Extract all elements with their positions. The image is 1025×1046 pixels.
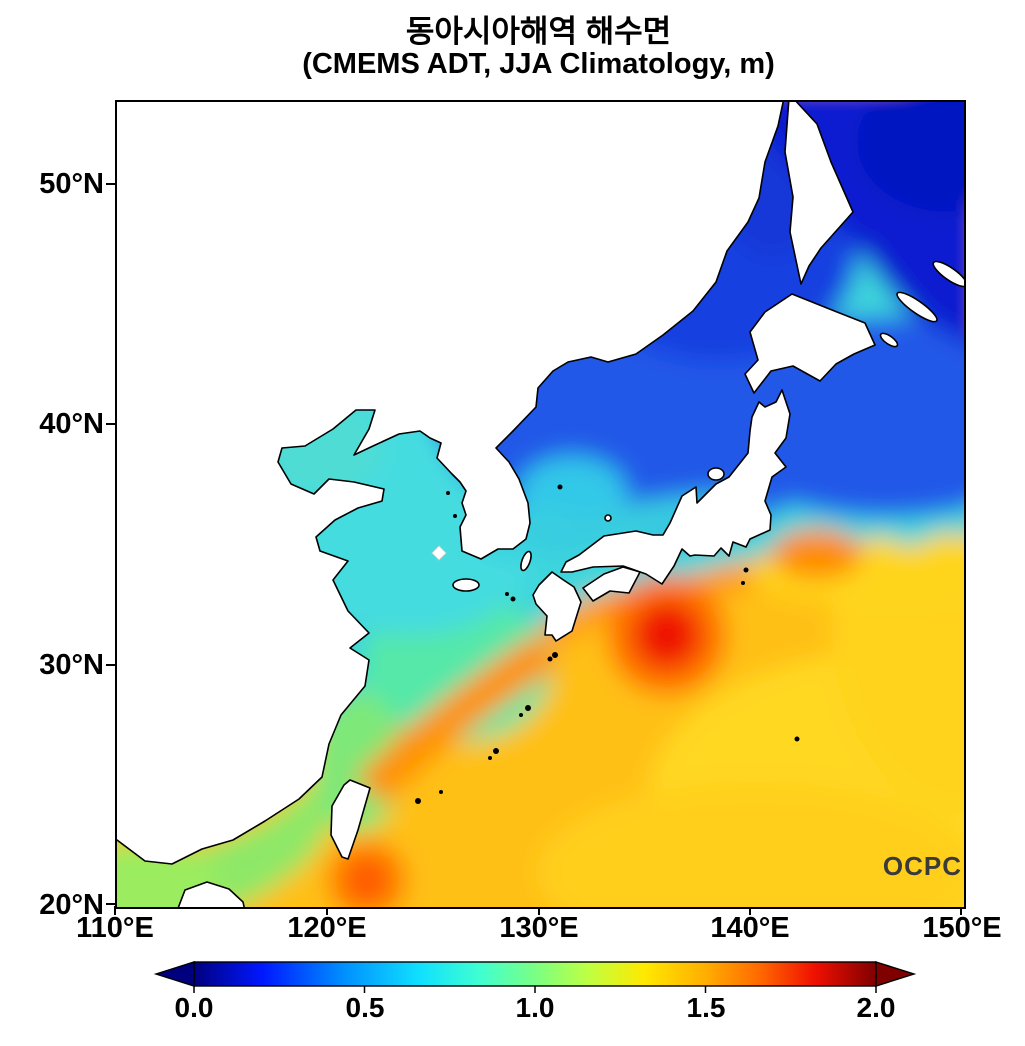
jeju-island <box>452 578 480 592</box>
colorbar-tick-label-05: 0.5 <box>345 992 385 1023</box>
colorbar-tick-label-20: 2.0 <box>856 992 896 1023</box>
colorbar-left-arrow <box>153 961 195 987</box>
colorbar-tick-label-15: 1.5 <box>686 992 726 1023</box>
coastline-china-korea-russia <box>117 102 784 865</box>
kuril-island <box>932 260 964 288</box>
y-tick-mark <box>106 183 115 185</box>
sado-island <box>707 467 725 481</box>
sakhalin-island <box>784 102 854 285</box>
lat-tick-label-40n: 40°N <box>39 408 104 440</box>
land-layer <box>117 102 964 907</box>
hokkaido-island <box>744 293 876 394</box>
colorbar <box>150 960 930 994</box>
colorbar-right-arrow <box>875 961 917 987</box>
lat-tick-label-30n: 30°N <box>39 649 104 681</box>
lon-tick-label-150e: 150°E <box>922 912 1002 944</box>
tsushima-island <box>520 550 532 572</box>
x-tick-mark <box>960 906 962 915</box>
y-tick-mark <box>106 423 115 425</box>
map-frame <box>115 100 966 909</box>
x-tick-mark <box>114 906 116 915</box>
shikoku-island <box>582 566 641 602</box>
y-tick-mark <box>106 903 115 905</box>
lon-tick-label-130e: 130°E <box>499 912 579 944</box>
figure-title-korean: 동아시아해역 해수면 <box>405 14 672 49</box>
colorbar-tick-label-0: 0.0 <box>174 992 214 1023</box>
honshu-island <box>560 389 791 585</box>
lon-tick-label-120e: 120°E <box>287 912 367 944</box>
taiwan-island <box>330 779 371 860</box>
colorbar-gradient <box>193 961 877 987</box>
lat-tick-label-50n: 50°N <box>39 168 104 200</box>
kyushu-island <box>532 571 582 642</box>
x-tick-mark <box>538 906 540 915</box>
colorbar-tick-label-10: 1.0 <box>515 992 555 1023</box>
colorbar-tick-marks <box>193 986 877 993</box>
x-tick-mark <box>749 906 751 915</box>
x-tick-mark <box>326 906 328 915</box>
lon-tick-label-110e: 110°E <box>76 912 154 944</box>
y-tick-mark <box>106 664 115 666</box>
station-marker-diamond <box>431 545 447 561</box>
small-island-dots <box>415 484 800 804</box>
hainan-leizhou-coast <box>177 881 245 907</box>
ocpc-logo: OCPC <box>882 851 962 881</box>
lat-tick-label-20n: 20°N <box>39 889 104 921</box>
kuril-island <box>879 332 899 348</box>
map-svg <box>117 102 964 907</box>
lon-tick-label-140e: 140°E <box>710 912 790 944</box>
figure-subtitle: (CMEMS ADT, JJA Climatology, m) <box>302 48 775 80</box>
oki-island <box>604 514 612 522</box>
kuril-island <box>896 291 938 323</box>
